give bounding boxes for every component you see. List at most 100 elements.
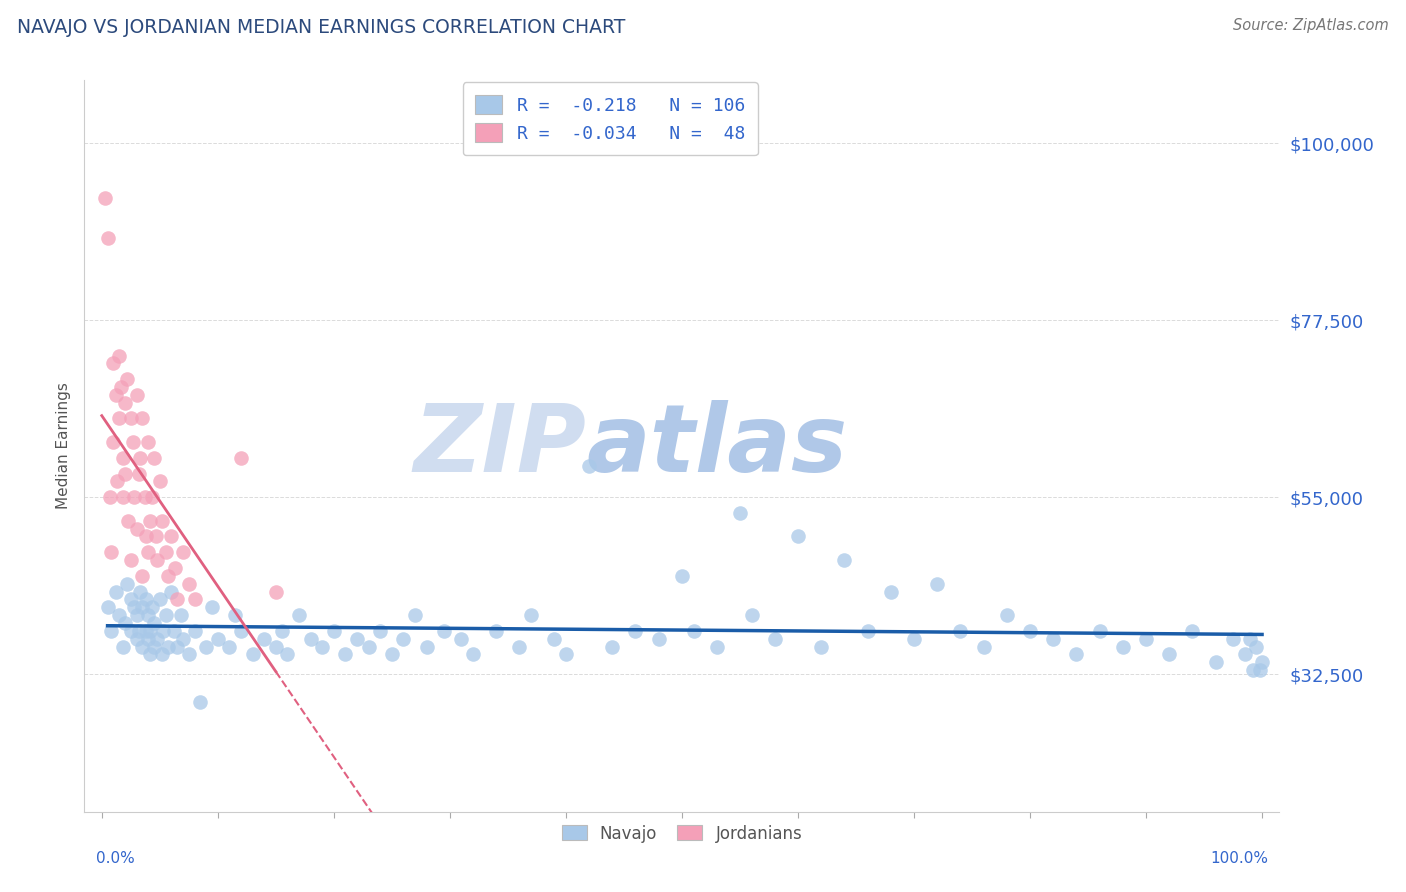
- Point: [120, 411, 142, 425]
- Point: [131, 600, 153, 615]
- Point: [299, 632, 322, 646]
- Point: [163, 624, 186, 638]
- Point: [177, 648, 200, 662]
- Point: [346, 632, 368, 646]
- Point: [120, 624, 142, 638]
- Point: [131, 640, 153, 654]
- Point: [149, 592, 172, 607]
- Point: [155, 545, 177, 559]
- Point: [1251, 655, 1274, 669]
- Point: [100, 545, 122, 559]
- Point: [485, 624, 508, 638]
- Point: [183, 592, 205, 607]
- Point: [415, 640, 437, 654]
- Point: [335, 648, 357, 662]
- Point: [322, 624, 344, 638]
- Point: [276, 648, 298, 662]
- Point: [270, 624, 292, 638]
- Point: [136, 608, 159, 623]
- Point: [229, 450, 252, 465]
- Point: [728, 506, 751, 520]
- Point: [141, 490, 163, 504]
- Point: [856, 624, 879, 638]
- Point: [128, 467, 150, 481]
- Point: [903, 632, 925, 646]
- Point: [1159, 648, 1181, 662]
- Point: [122, 600, 145, 615]
- Point: [368, 624, 391, 638]
- Point: [125, 632, 148, 646]
- Point: [128, 624, 150, 638]
- Point: [94, 191, 117, 205]
- Text: Source: ZipAtlas.com: Source: ZipAtlas.com: [1233, 18, 1389, 33]
- Point: [578, 458, 600, 473]
- Point: [242, 648, 264, 662]
- Point: [105, 475, 128, 489]
- Point: [156, 640, 179, 654]
- Point: [461, 648, 484, 662]
- Point: [450, 632, 472, 646]
- Point: [834, 553, 856, 567]
- Point: [141, 600, 163, 615]
- Point: [136, 545, 159, 559]
- Point: [125, 388, 148, 402]
- Point: [110, 380, 132, 394]
- Point: [166, 640, 188, 654]
- Point: [104, 584, 127, 599]
- Point: [190, 695, 212, 709]
- Point: [224, 608, 246, 623]
- Text: 100.0%: 100.0%: [1209, 851, 1268, 866]
- Text: 0.0%: 0.0%: [96, 851, 135, 866]
- Point: [1222, 632, 1244, 646]
- Point: [120, 553, 142, 567]
- Point: [706, 640, 728, 654]
- Point: [117, 576, 139, 591]
- Point: [103, 356, 125, 370]
- Point: [880, 584, 903, 599]
- Point: [143, 640, 166, 654]
- Point: [1241, 663, 1264, 677]
- Point: [404, 608, 426, 623]
- Point: [111, 450, 134, 465]
- Point: [114, 396, 136, 410]
- Point: [172, 545, 194, 559]
- Point: [135, 529, 157, 543]
- Y-axis label: Median Earnings: Median Earnings: [56, 383, 72, 509]
- Point: [600, 640, 623, 654]
- Point: [136, 632, 159, 646]
- Point: [520, 608, 543, 623]
- Point: [150, 648, 173, 662]
- Point: [129, 584, 152, 599]
- Point: [129, 450, 152, 465]
- Point: [166, 592, 188, 607]
- Point: [508, 640, 530, 654]
- Point: [624, 624, 647, 638]
- Text: ZIP: ZIP: [413, 400, 586, 492]
- Point: [229, 624, 252, 638]
- Point: [125, 608, 148, 623]
- Point: [160, 584, 183, 599]
- Point: [134, 490, 156, 504]
- Point: [145, 529, 167, 543]
- Point: [810, 640, 832, 654]
- Point: [1239, 632, 1261, 646]
- Point: [973, 640, 995, 654]
- Point: [155, 608, 177, 623]
- Point: [264, 584, 287, 599]
- Point: [117, 372, 139, 386]
- Point: [1244, 640, 1267, 654]
- Point: [554, 648, 576, 662]
- Point: [125, 522, 148, 536]
- Point: [143, 615, 166, 630]
- Point: [311, 640, 333, 654]
- Point: [111, 640, 134, 654]
- Point: [253, 632, 276, 646]
- Point: [143, 450, 166, 465]
- Point: [139, 514, 162, 528]
- Point: [763, 632, 786, 646]
- Point: [218, 640, 240, 654]
- Point: [139, 648, 162, 662]
- Point: [97, 230, 120, 244]
- Point: [392, 632, 415, 646]
- Point: [647, 632, 669, 646]
